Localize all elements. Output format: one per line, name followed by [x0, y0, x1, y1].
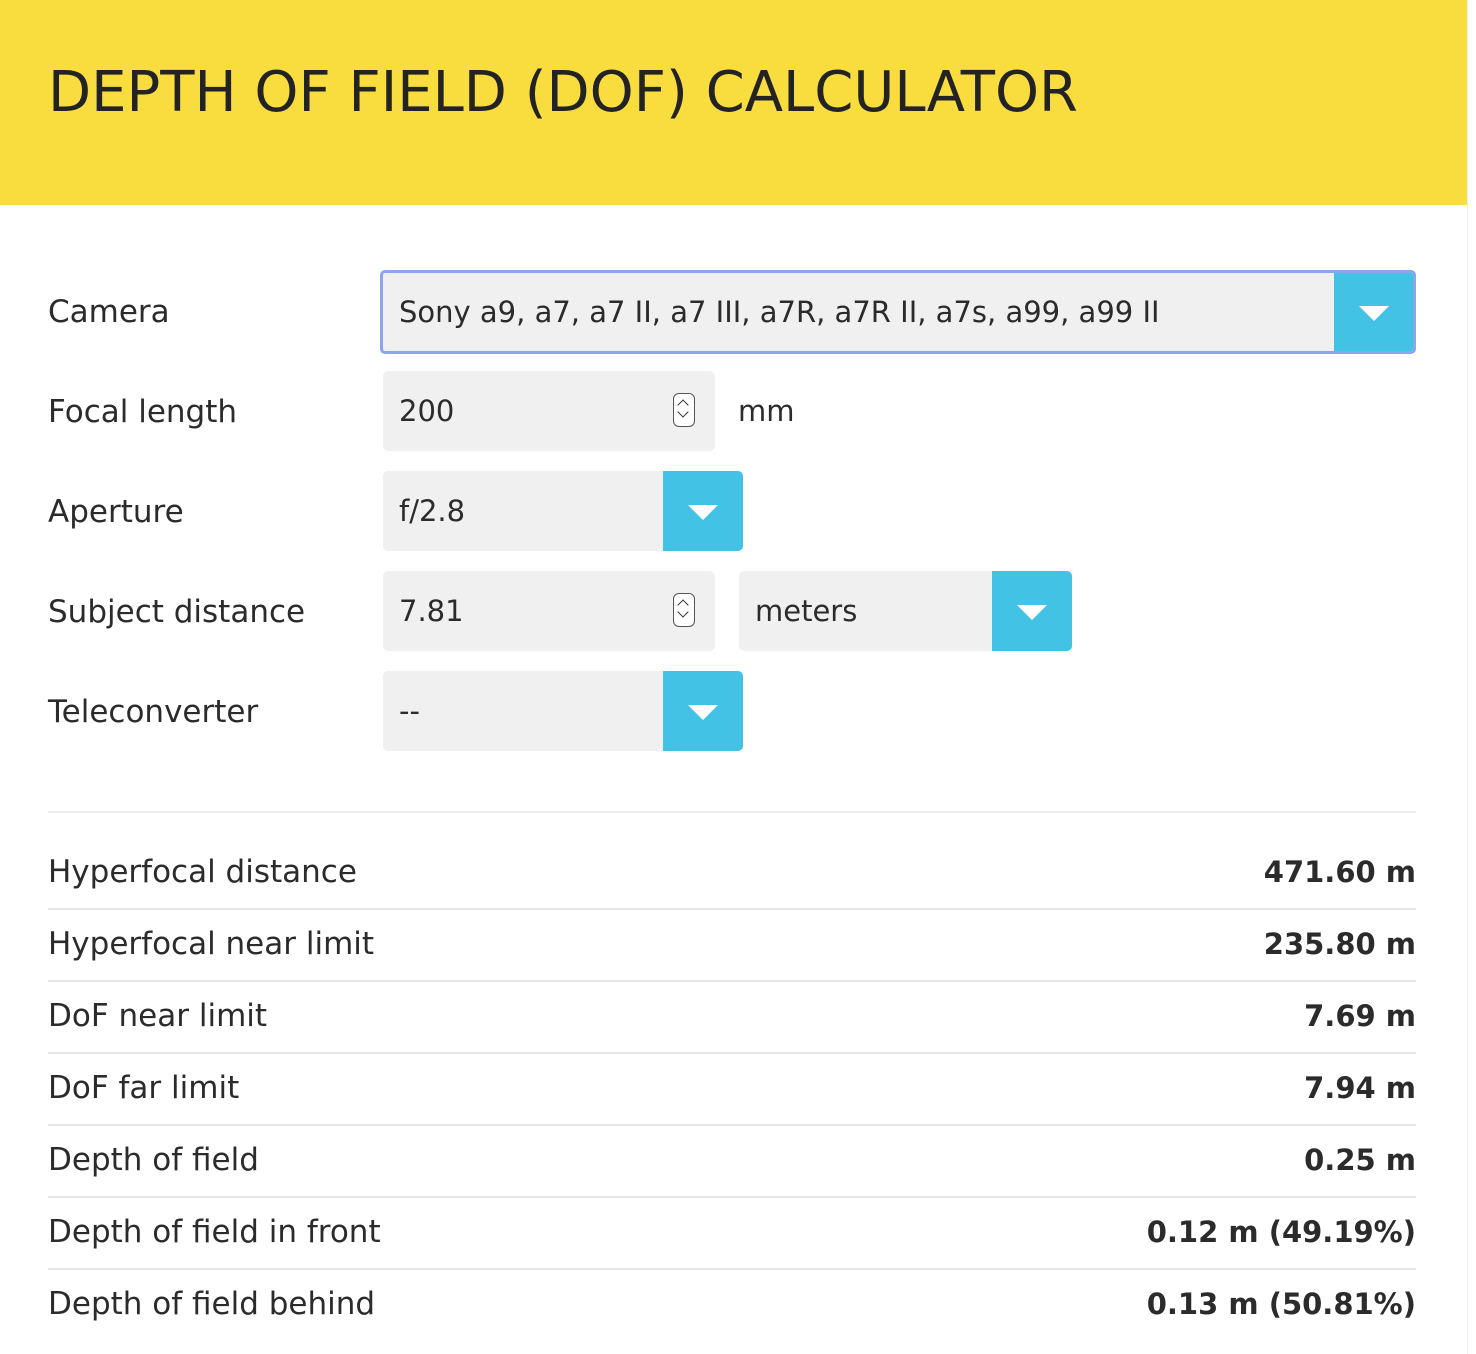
result-row-depth-of-field: Depth of field 0.25 m	[48, 1136, 1416, 1208]
focal-length-spinner-icon[interactable]	[673, 393, 695, 427]
result-row-hyperfocal-distance: Hyperfocal distance 471.60 m	[48, 848, 1416, 920]
scrollbar-track[interactable]	[1467, 0, 1476, 1354]
result-value: 235.80 m	[1263, 927, 1416, 961]
result-value: 0.12 m (49.19%)	[1146, 1215, 1416, 1249]
result-row-dof-near-limit: DoF near limit 7.69 m	[48, 992, 1416, 1064]
result-row-dof-far-limit: DoF far limit 7.94 m	[48, 1064, 1416, 1136]
caret-down-icon	[688, 505, 718, 520]
caret-down-icon	[688, 705, 718, 720]
focal-length-input[interactable]: 200	[383, 371, 715, 451]
page-header: DEPTH OF FIELD (DOF) CALCULATOR	[0, 0, 1467, 205]
focal-length-unit: mm	[738, 394, 795, 428]
subject-distance-spinner-icon[interactable]	[673, 593, 695, 627]
result-row-dof-in-front: Depth of field in front 0.12 m (49.19%)	[48, 1208, 1416, 1280]
caret-down-icon	[1358, 306, 1389, 321]
result-label: Hyperfocal near limit	[48, 926, 375, 962]
subject-distance-value: 7.81	[399, 594, 464, 628]
aperture-label: Aperture	[48, 494, 184, 530]
result-row-hyperfocal-near-limit: Hyperfocal near limit 235.80 m	[48, 920, 1416, 992]
teleconverter-label: Teleconverter	[48, 694, 259, 730]
subject-distance-label: Subject distance	[48, 594, 306, 630]
result-label: Depth of field in front	[48, 1214, 381, 1250]
result-value: 7.94 m	[1304, 1071, 1416, 1105]
camera-dropdown-button[interactable]	[1334, 273, 1413, 351]
row-divider	[48, 980, 1416, 982]
result-value: 471.60 m	[1263, 855, 1416, 889]
camera-select[interactable]: Sony a9, a7, a7 II, a7 III, a7R, a7R II,…	[380, 270, 1416, 354]
result-value: 7.69 m	[1304, 999, 1416, 1033]
row-divider	[48, 1268, 1416, 1270]
result-row-dof-behind: Depth of field behind 0.13 m (50.81%)	[48, 1280, 1416, 1352]
aperture-select[interactable]: f/2.8	[383, 471, 743, 551]
row-divider	[48, 1196, 1416, 1198]
result-label: Hyperfocal distance	[48, 854, 357, 890]
result-label: Depth of field behind	[48, 1286, 376, 1322]
result-value: 0.13 m (50.81%)	[1146, 1287, 1416, 1321]
camera-select-value: Sony a9, a7, a7 II, a7 III, a7R, a7R II,…	[399, 295, 1160, 329]
distance-unit-dropdown-button[interactable]	[992, 571, 1072, 651]
camera-label: Camera	[48, 294, 170, 330]
result-value: 0.25 m	[1304, 1143, 1416, 1177]
focal-length-label: Focal length	[48, 394, 238, 430]
result-label: DoF near limit	[48, 998, 268, 1034]
row-divider	[48, 1052, 1416, 1054]
aperture-dropdown-button[interactable]	[663, 471, 743, 551]
caret-down-icon	[1017, 605, 1047, 620]
result-label: Depth of field	[48, 1142, 259, 1178]
focal-length-value: 200	[399, 394, 455, 428]
subject-distance-input[interactable]: 7.81	[383, 571, 715, 651]
aperture-select-value: f/2.8	[399, 494, 466, 528]
spinner-down-icon[interactable]	[677, 606, 689, 618]
distance-unit-value: meters	[755, 594, 858, 628]
teleconverter-select-value: --	[399, 694, 420, 728]
row-divider	[48, 1124, 1416, 1126]
page-title: DEPTH OF FIELD (DOF) CALCULATOR	[48, 60, 1078, 125]
teleconverter-dropdown-button[interactable]	[663, 671, 743, 751]
result-label: DoF far limit	[48, 1070, 240, 1106]
row-divider	[48, 908, 1416, 910]
spinner-down-icon[interactable]	[677, 406, 689, 418]
section-divider	[48, 811, 1416, 813]
distance-unit-select[interactable]: meters	[739, 571, 1072, 651]
teleconverter-select[interactable]: --	[383, 671, 743, 751]
